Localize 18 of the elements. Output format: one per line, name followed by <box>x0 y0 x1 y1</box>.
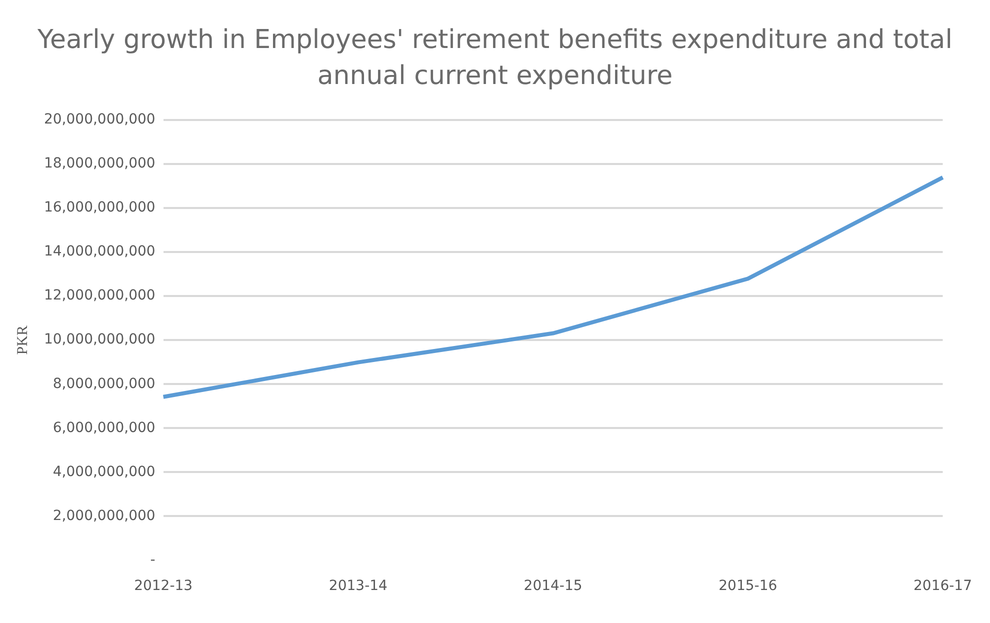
x-tick-label: 2012-13 <box>134 578 193 594</box>
y-tick-label: 18,000,000,000 <box>44 156 156 172</box>
y-tick-label: 20,000,000,000 <box>44 112 156 128</box>
chart-title: Yearly growth in Employees' retirement benefits expenditure and total annual current expenditure <box>36 24 954 93</box>
x-tick-label: 2013-14 <box>328 578 388 594</box>
y-tick-label: - <box>150 552 156 568</box>
y-tick-label: 16,000,000,000 <box>44 200 156 216</box>
y-tick-label: 4,000,000,000 <box>52 464 156 480</box>
x-tick-label: 2016-17 <box>914 578 972 594</box>
y-tick-label: 6,000,000,000 <box>52 420 156 436</box>
x-tick-label: 2015-16 <box>718 578 778 594</box>
y-tick-label: 2,000,000,000 <box>52 508 156 524</box>
y-axis-title: PKR <box>14 326 31 355</box>
y-tick-label: 8,000,000,000 <box>52 376 156 392</box>
y-tick-label: 14,000,000,000 <box>44 244 156 260</box>
y-tick-label: 10,000,000,000 <box>44 332 156 348</box>
y-tick-label: 12,000,000,000 <box>44 288 156 304</box>
x-tick-label: 2014-15 <box>524 578 582 594</box>
